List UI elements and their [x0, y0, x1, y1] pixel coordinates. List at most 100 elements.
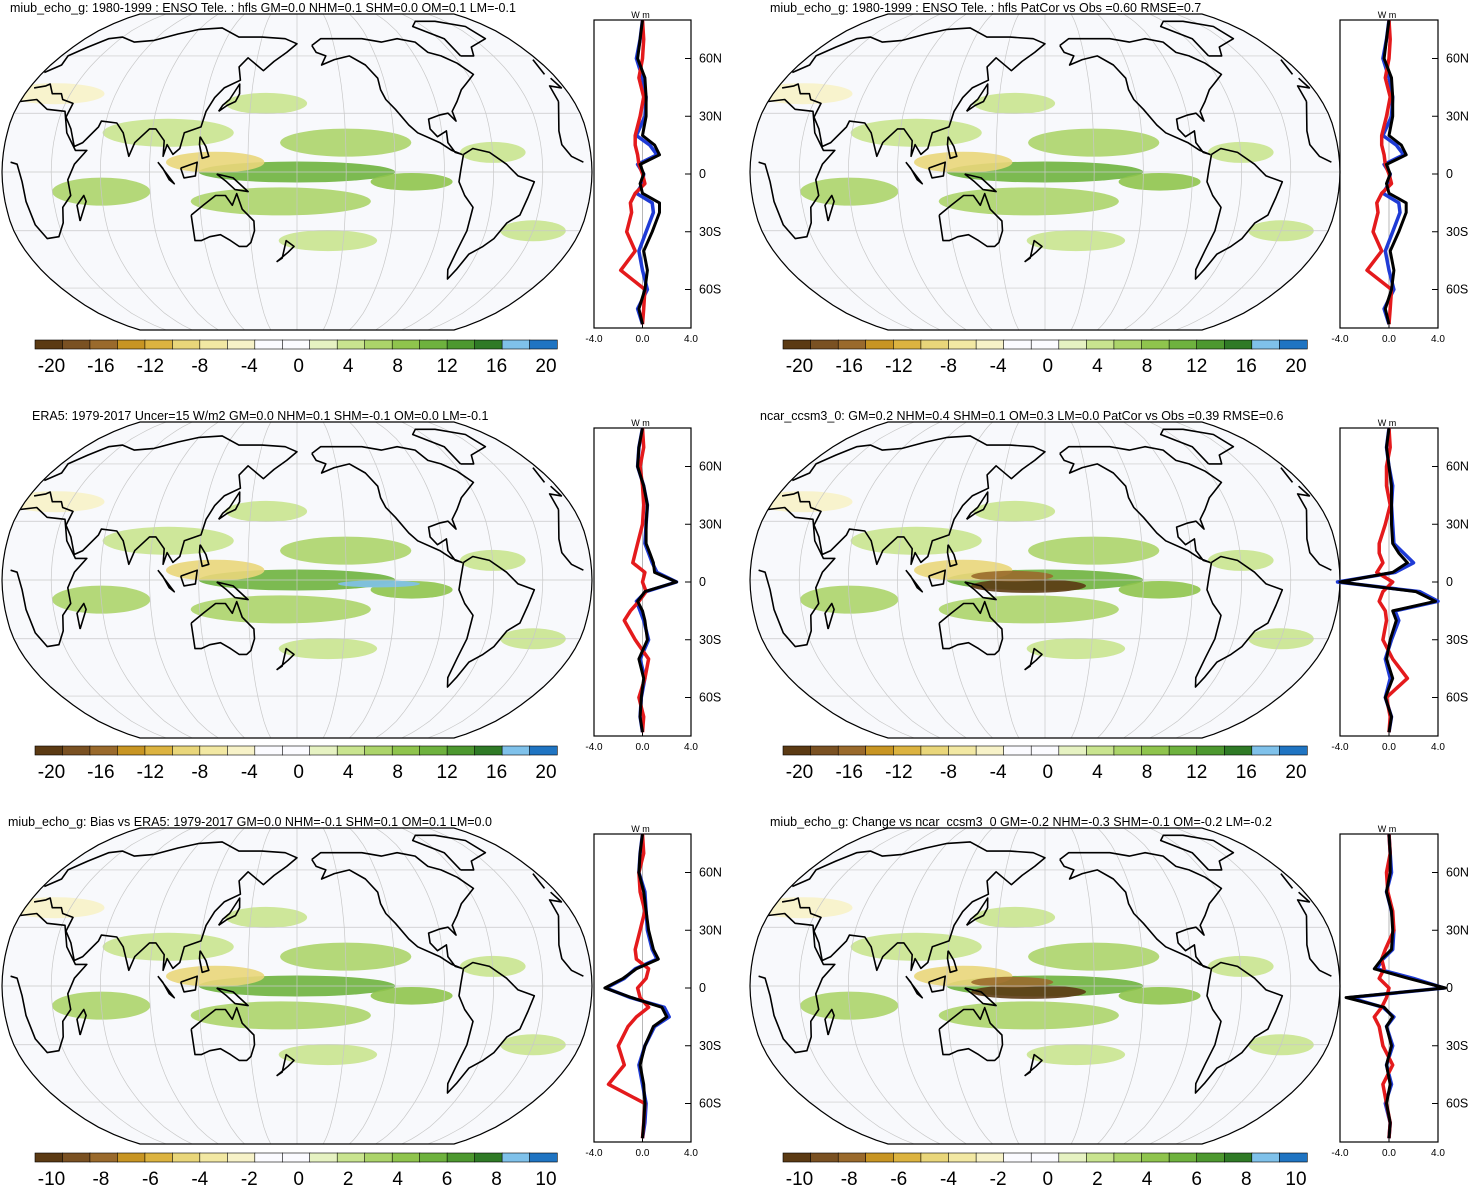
coastline [1280, 59, 1294, 75]
graticule-meridian [1149, 14, 1243, 330]
colorbar-swatch [1168, 1152, 1198, 1163]
colorbar-swatch [865, 1152, 894, 1163]
coastline [411, 834, 487, 871]
zonal-series-line [1348, 833, 1446, 1139]
coastline [938, 192, 1004, 248]
colorbar-swatch [254, 1152, 283, 1163]
field-blob [971, 578, 1086, 593]
zonal-lat-label: 0 [699, 167, 706, 181]
graticule-meridian [946, 14, 993, 330]
coastline [758, 912, 1332, 1054]
colorbar: -20 -16 -12 -8 -4 0 4 8 12 16 20 [34, 339, 558, 377]
colorbar-label: 0 [293, 356, 304, 377]
coastline [964, 581, 997, 601]
colorbar-label: -10 [38, 1169, 65, 1187]
colorbar-swatch [144, 1152, 173, 1163]
zonal-lat-label: 30N [1446, 517, 1469, 531]
graticule-meridian [1070, 828, 1095, 1144]
colorbar-swatch [117, 339, 146, 350]
colorbar-label: 8 [1142, 356, 1153, 377]
colorbar-swatch [62, 745, 91, 756]
colorbar-label: 6 [1191, 1169, 1202, 1187]
zonal-mean-plot: -4.0 0.0 4.0 W m 60N 30N 0 30S 60S [585, 824, 722, 1159]
colorbar-swatch [529, 745, 558, 756]
field-blob [190, 187, 371, 216]
field-blob [1118, 987, 1201, 1005]
zonal-lat-label: 60N [699, 866, 722, 880]
colorbar-swatch [1086, 1152, 1115, 1163]
graticule-meridian [946, 422, 993, 738]
colorbar-label: 16 [486, 762, 507, 783]
field-blob [971, 976, 1054, 988]
coastline [927, 161, 946, 179]
graticule-meridian [798, 828, 915, 1144]
coastline [905, 161, 924, 185]
colorbar-swatch [309, 339, 338, 350]
panel-p6: miub_echo_g: Change vs ncar_ccsm3_0 GM=-… [749, 815, 1469, 1187]
coastline [1159, 20, 1235, 57]
graticule-meridian [322, 422, 347, 738]
colorbar-label: -16 [87, 762, 114, 783]
zonal-xtick-label: 4.0 [684, 334, 698, 345]
colorbar-label: -16 [835, 356, 862, 377]
zonal-xtick-label: 4.0 [684, 742, 698, 753]
coastline [217, 491, 241, 520]
colorbar-swatch [336, 339, 366, 350]
colorbar-swatch [117, 745, 146, 756]
graticule-meridian [198, 14, 245, 330]
panel-p5: miub_echo_g: Bias vs ERA5: 1979-2017 GM=… [1, 815, 722, 1187]
coastline [157, 161, 176, 185]
graticule-meridian [99, 422, 193, 738]
graticule-meridian [149, 422, 219, 738]
colorbar-swatch [364, 745, 393, 756]
graticule-meridian [1123, 422, 1193, 738]
zonal-lat-label: 30S [699, 1039, 721, 1053]
colorbar-label: 4 [1092, 762, 1103, 783]
field-blob [337, 580, 420, 588]
zonal-lat-label: 60N [1446, 460, 1469, 474]
colorbar-label: 12 [437, 356, 458, 377]
coastline [781, 435, 1311, 566]
coastline [824, 1008, 835, 1036]
colorbar-swatch [227, 745, 256, 756]
colorbar-swatch [892, 1152, 922, 1163]
zonal-xtick-label: -4.0 [585, 1148, 603, 1159]
coastline [905, 569, 924, 593]
graticule-meridian [427, 14, 544, 330]
map-field [750, 14, 1340, 330]
coastline [76, 194, 87, 222]
colorbar-swatch [34, 1152, 64, 1163]
colorbar-label: 4 [1092, 356, 1103, 377]
coastline [33, 841, 563, 972]
colorbar-label: 10 [1285, 1169, 1306, 1187]
colorbar-label: 2 [1092, 1169, 1103, 1187]
graticule-meridian [897, 14, 967, 330]
zonal-lat-label: 30N [1446, 109, 1469, 123]
coastline [179, 975, 198, 993]
colorbar-label: -10 [786, 1169, 813, 1187]
graticule-meridian [50, 14, 167, 330]
colorbar-swatch [474, 1152, 503, 1163]
colorbar-label: -20 [38, 356, 65, 377]
graticule-meridian [1097, 14, 1144, 330]
coastline [1280, 467, 1294, 483]
coastline [927, 569, 946, 587]
coastline [965, 491, 989, 520]
colorbar-swatch [1113, 745, 1143, 756]
graticule-meridian [995, 422, 1020, 738]
colorbar-label: 4 [1142, 1169, 1153, 1187]
colorbar-swatch [1168, 745, 1198, 756]
colorbar-swatch [336, 1152, 366, 1163]
colorbar-swatch [948, 339, 977, 350]
field-blob [1118, 581, 1201, 599]
graticule-meridian [247, 14, 272, 330]
coastline [190, 192, 256, 248]
colorbar-swatch [920, 339, 950, 350]
coastline [76, 602, 87, 630]
graticule-meridian [322, 828, 347, 1144]
graticule-meridian [427, 422, 544, 738]
colorbar-label: -12 [137, 762, 164, 783]
colorbar-swatch [1086, 339, 1115, 350]
colorbar-swatch [1196, 339, 1225, 350]
colorbar-swatch [810, 745, 839, 756]
